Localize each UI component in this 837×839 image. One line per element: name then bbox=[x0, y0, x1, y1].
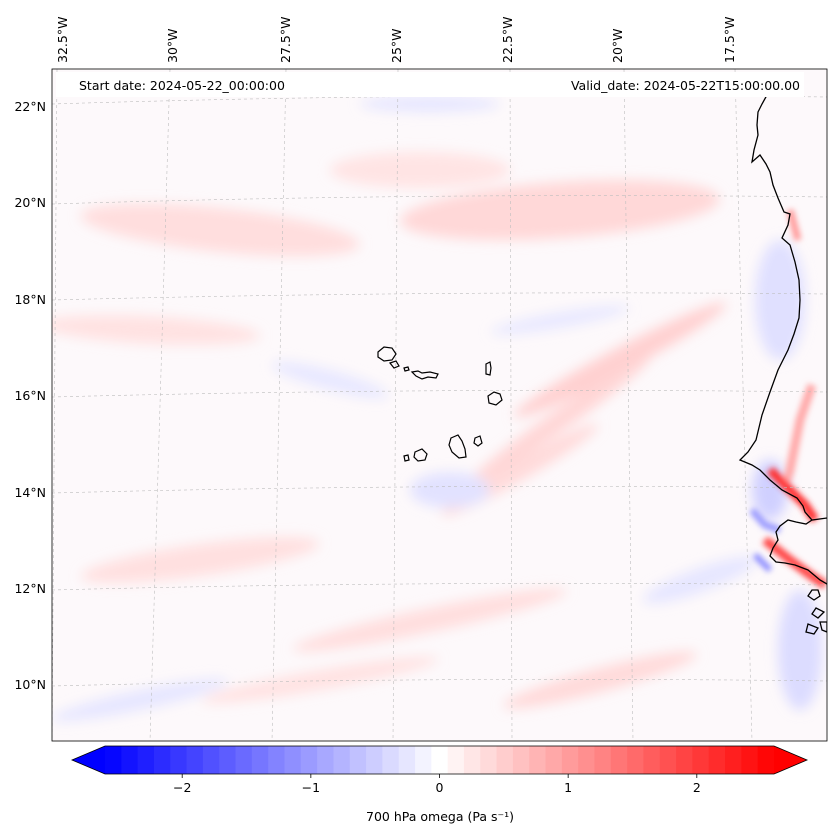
colorbar-tick-label: −2 bbox=[173, 780, 191, 795]
island-sao-vicente bbox=[388, 360, 400, 369]
colorbar-segment bbox=[545, 746, 563, 774]
annotation-background bbox=[56, 72, 804, 97]
island-maio bbox=[473, 435, 483, 447]
colorbar-segment bbox=[333, 746, 351, 774]
colorbar-segment bbox=[349, 746, 367, 774]
colorbar: −2 −1 0 1 2 700 hPa omega (Pa s⁻¹) bbox=[70, 745, 809, 824]
lat-label-18n: 18°N bbox=[14, 292, 46, 307]
island-sal bbox=[485, 361, 492, 376]
island-fogo bbox=[413, 448, 428, 462]
island-brava bbox=[403, 454, 410, 462]
colorbar-segment bbox=[496, 746, 514, 774]
colorbar-segment bbox=[561, 746, 579, 774]
lat-label-20n: 20°N bbox=[14, 195, 46, 210]
island-santiago bbox=[448, 434, 467, 459]
colorbar-segment bbox=[447, 746, 465, 774]
lon-label-27-5w: 27.5°W bbox=[278, 17, 293, 63]
lat-label-16n: 16°N bbox=[14, 388, 46, 403]
colorbar-ticks: −2 −1 0 1 2 bbox=[173, 774, 701, 795]
colorbar-segment bbox=[251, 746, 269, 774]
start-date-label: Start date: 2024-05-22_00:00:00 bbox=[79, 78, 285, 93]
colorbar-segment bbox=[170, 746, 188, 774]
map-panel[interactable]: Start date: 2024-05-22_00:00:00 Valid_da… bbox=[39, 69, 827, 741]
colorbar-max-extension bbox=[774, 746, 807, 774]
colorbar-segment bbox=[431, 746, 449, 774]
colorbar-tick-label: 2 bbox=[693, 780, 701, 795]
omega-field bbox=[52, 96, 822, 722]
colorbar-segment bbox=[366, 746, 383, 774]
colorbar-segment bbox=[398, 746, 416, 774]
lon-label-17-5w: 17.5°W bbox=[722, 17, 737, 63]
lat-label-14n: 14°N bbox=[14, 485, 46, 500]
colorbar-label: 700 hPa omega (Pa s⁻¹) bbox=[366, 809, 514, 824]
colorbar-tick-label: 1 bbox=[564, 780, 572, 795]
colorbar-min-extension bbox=[72, 746, 105, 774]
lon-label-22-5w: 22.5°W bbox=[500, 17, 515, 63]
colorbar-segment bbox=[284, 746, 302, 774]
island-boa-vista bbox=[487, 391, 503, 406]
latitude-labels: 22°N 20°N 18°N 16°N 14°N 12°N 10°N bbox=[14, 99, 46, 692]
colorbar-segments bbox=[105, 746, 775, 774]
coastline-africa bbox=[738, 83, 827, 635]
colorbar-segment bbox=[268, 746, 285, 774]
colorbar-segment bbox=[692, 746, 710, 774]
colorbar-segment bbox=[578, 746, 596, 774]
valid-date-label: Valid_date: 2024-05-22T15:00:00.00 bbox=[571, 78, 800, 93]
colorbar-segment bbox=[480, 746, 498, 774]
lon-label-30w: 30°W bbox=[165, 28, 180, 63]
colorbar-tick-label: 0 bbox=[436, 780, 444, 795]
lon-label-20w: 20°W bbox=[610, 28, 625, 63]
colorbar-segment bbox=[153, 746, 171, 774]
colorbar-segment bbox=[676, 746, 693, 774]
colorbar-segment bbox=[659, 746, 677, 774]
colorbar-segment bbox=[382, 746, 400, 774]
colorbar-segment bbox=[105, 746, 122, 774]
colorbar-tick-label: −1 bbox=[302, 780, 320, 795]
colorbar-segment bbox=[594, 746, 612, 774]
island-sao-nicolau bbox=[410, 370, 439, 380]
colorbar-segment bbox=[317, 746, 334, 774]
cape-verde-islands bbox=[377, 346, 503, 462]
lon-label-32-5w: 32.5°W bbox=[55, 17, 70, 63]
lat-label-10n: 10°N bbox=[14, 677, 46, 692]
gridlines bbox=[52, 69, 827, 741]
colorbar-segment bbox=[415, 746, 432, 774]
map-frame bbox=[51, 68, 828, 742]
longitude-labels: 32.5°W 30°W 27.5°W 25°W 22.5°W 20°W 17.5… bbox=[55, 17, 737, 63]
colorbar-segment bbox=[235, 746, 253, 774]
colorbar-segment bbox=[741, 746, 759, 774]
colorbar-segment bbox=[300, 746, 318, 774]
colorbar-segment bbox=[463, 746, 481, 774]
colorbar-segment bbox=[725, 746, 742, 774]
colorbar-segment bbox=[512, 746, 530, 774]
island-santo-antao bbox=[377, 346, 397, 362]
colorbar-segment bbox=[202, 746, 220, 774]
island-santa-luzia bbox=[403, 366, 410, 372]
colorbar-segment bbox=[137, 746, 155, 774]
lat-label-22n: 22°N bbox=[14, 99, 46, 114]
colorbar-segment bbox=[757, 746, 775, 774]
colorbar-segment bbox=[186, 746, 204, 774]
colorbar-segment bbox=[219, 746, 237, 774]
colorbar-outline bbox=[70, 745, 809, 775]
colorbar-segment bbox=[529, 746, 547, 774]
colorbar-segment bbox=[627, 746, 644, 774]
lon-label-25w: 25°W bbox=[389, 28, 404, 63]
lat-label-12n: 12°N bbox=[14, 581, 46, 596]
colorbar-segment bbox=[708, 746, 726, 774]
colorbar-segment bbox=[610, 746, 628, 774]
colorbar-segment bbox=[643, 746, 661, 774]
colorbar-segment bbox=[121, 746, 139, 774]
